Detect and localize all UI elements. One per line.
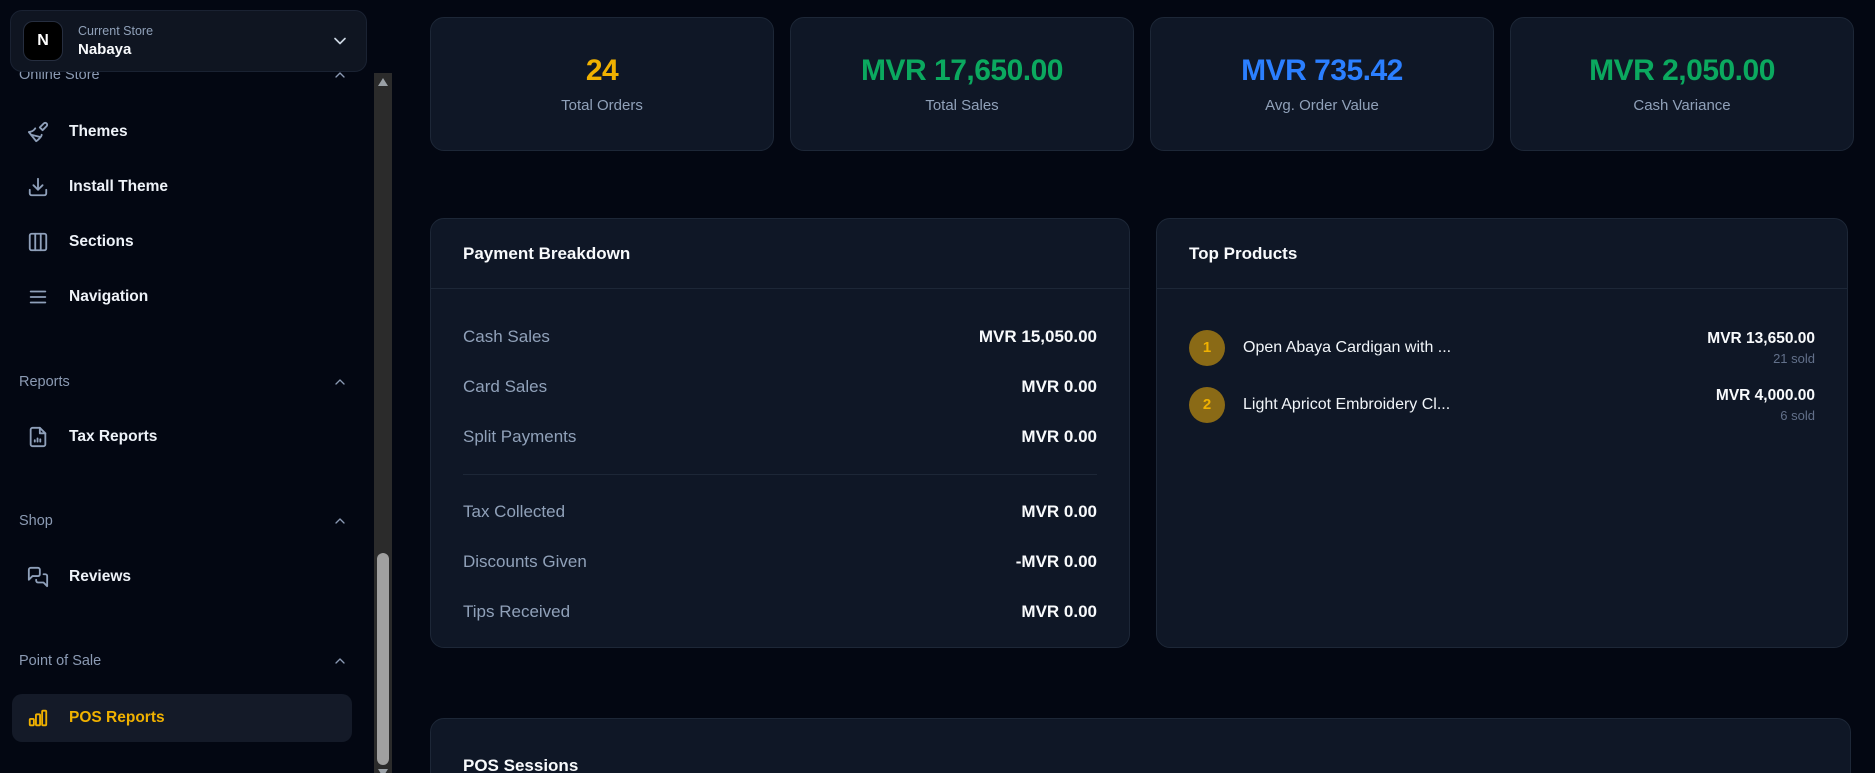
sidebar-item-label: Reviews (69, 568, 132, 585)
payment-row-label: Cash Sales (463, 327, 550, 346)
chat-bubbles-icon (26, 565, 50, 589)
product-name: Light Apricot Embroidery Cl... (1243, 395, 1451, 413)
scroll-down-arrow-icon[interactable] (378, 769, 388, 773)
product-sold-count: 21 sold (1773, 350, 1815, 366)
sidebar-item-tax-reports[interactable]: Tax Reports (12, 414, 352, 460)
divider (463, 474, 1097, 475)
product-item[interactable]: 2 Light Apricot Embroidery Cl... MVR 4,0… (1189, 376, 1815, 433)
sidebar-item-install-theme[interactable]: Install Theme (12, 164, 352, 210)
stat-card-total-sales: MVR 17,650.00 Total Sales (790, 17, 1134, 151)
payment-row-label: Card Sales (463, 377, 548, 396)
payment-row-value: MVR 15,050.00 (978, 327, 1097, 346)
payment-row-value: MVR 0.00 (1021, 602, 1097, 621)
sidebar-section-point-of-sale[interactable]: Point of Sale (19, 650, 348, 672)
download-icon (26, 175, 50, 199)
columns-icon (26, 230, 50, 254)
payment-breakdown-title: Payment Breakdown (463, 243, 631, 263)
stat-card-cash-variance: MVR 2,050.00 Cash Variance (1510, 17, 1854, 151)
sidebar-item-label: Sections (69, 233, 134, 250)
payment-row-label: Tax Collected (463, 502, 566, 521)
sidebar-item-label: Install Theme (69, 178, 169, 195)
top-products-card: Top Products 1 Open Abaya Cardigan with … (1156, 218, 1848, 648)
sidebar-item-themes[interactable]: Themes (12, 109, 352, 155)
payment-row-discounts-given: Discounts Given -MVR 0.00 (463, 537, 1097, 587)
stat-label: Total Orders (561, 97, 643, 114)
section-label: Shop (19, 513, 53, 529)
payment-row-label: Tips Received (463, 602, 571, 621)
sidebar-scrollbar[interactable] (374, 73, 392, 773)
sidebar-item-label: Tax Reports (69, 428, 158, 445)
divider (1157, 288, 1847, 289)
top-products-title: Top Products (1189, 243, 1298, 263)
stats-row: 24 Total Orders MVR 17,650.00 Total Sale… (430, 17, 1854, 151)
current-store-label: Current Store (78, 24, 154, 38)
sidebar-section-shop[interactable]: Shop (19, 510, 348, 532)
product-sold-count: 6 sold (1780, 407, 1815, 423)
scroll-up-arrow-icon[interactable] (378, 78, 388, 86)
store-selector[interactable]: N Current Store Nabaya (10, 10, 367, 72)
sidebar-item-label: Themes (69, 123, 128, 140)
sidebar-section-reports[interactable]: Reports (19, 371, 348, 393)
chevron-up-icon (332, 374, 348, 390)
stat-value: 24 (585, 54, 619, 87)
pos-sessions-card: POS Sessions (430, 718, 1851, 773)
chevron-up-icon (332, 653, 348, 669)
stat-value: MVR 17,650.00 (861, 54, 1063, 87)
stat-label: Total Sales (925, 97, 999, 114)
sidebar-item-navigation[interactable]: Navigation (12, 274, 352, 320)
payment-breakdown-card: Payment Breakdown Cash Sales MVR 15,050.… (430, 218, 1130, 648)
bar-chart-icon (26, 706, 50, 730)
payment-row-tax-collected: Tax Collected MVR 0.00 (463, 487, 1097, 537)
scrollbar-thumb[interactable] (377, 553, 389, 765)
divider (431, 288, 1129, 289)
stat-value: MVR 735.42 (1241, 54, 1403, 87)
payment-row-value: MVR 0.00 (1021, 377, 1097, 396)
section-label: Reports (19, 374, 70, 390)
product-price: MVR 4,000.00 (1715, 386, 1815, 404)
stat-label: Cash Variance (1633, 97, 1731, 114)
file-chart-icon (26, 425, 50, 449)
payment-row-value: -MVR 0.00 (1015, 552, 1097, 571)
payment-row-tips-received: Tips Received MVR 0.00 (463, 587, 1097, 637)
chevron-up-icon (332, 513, 348, 529)
chevron-up-icon (332, 67, 348, 83)
stat-card-avg-order-value: MVR 735.42 Avg. Order Value (1150, 17, 1494, 151)
payment-row-split-payments: Split Payments MVR 0.00 (463, 412, 1097, 462)
product-price: MVR 13,650.00 (1707, 329, 1815, 347)
sidebar-item-pos-reports[interactable]: POS Reports (12, 694, 352, 742)
rank-badge: 2 (1189, 386, 1225, 423)
payment-row-card-sales: Card Sales MVR 0.00 (463, 362, 1097, 412)
sidebar-item-label: POS Reports (69, 709, 165, 726)
sidebar-item-sections[interactable]: Sections (12, 219, 352, 265)
stat-label: Avg. Order Value (1265, 97, 1379, 114)
payment-row-label: Discounts Given (463, 552, 587, 571)
rank-badge: 1 (1189, 329, 1225, 366)
payment-row-value: MVR 0.00 (1021, 427, 1097, 446)
payment-row-value: MVR 0.00 (1021, 502, 1097, 521)
chevron-down-icon (330, 31, 350, 51)
sidebar: N Current Store Nabaya Online Store Them… (0, 0, 374, 773)
menu-icon (26, 285, 50, 309)
stat-value: MVR 2,050.00 (1589, 54, 1775, 87)
payment-row-cash-sales: Cash Sales MVR 15,050.00 (463, 312, 1097, 362)
paintbrush-icon (26, 120, 50, 144)
pos-sessions-title: POS Sessions (463, 756, 579, 773)
payment-row-label: Split Payments (463, 427, 577, 446)
product-item[interactable]: 1 Open Abaya Cardigan with ... MVR 13,65… (1189, 319, 1815, 376)
sidebar-item-label: Navigation (69, 288, 149, 305)
product-name: Open Abaya Cardigan with ... (1243, 338, 1452, 356)
section-label: Point of Sale (19, 653, 102, 669)
store-name: Nabaya (78, 41, 132, 58)
sidebar-item-reviews[interactable]: Reviews (12, 554, 352, 600)
store-avatar: N (23, 21, 63, 61)
stat-card-total-orders: 24 Total Orders (430, 17, 774, 151)
